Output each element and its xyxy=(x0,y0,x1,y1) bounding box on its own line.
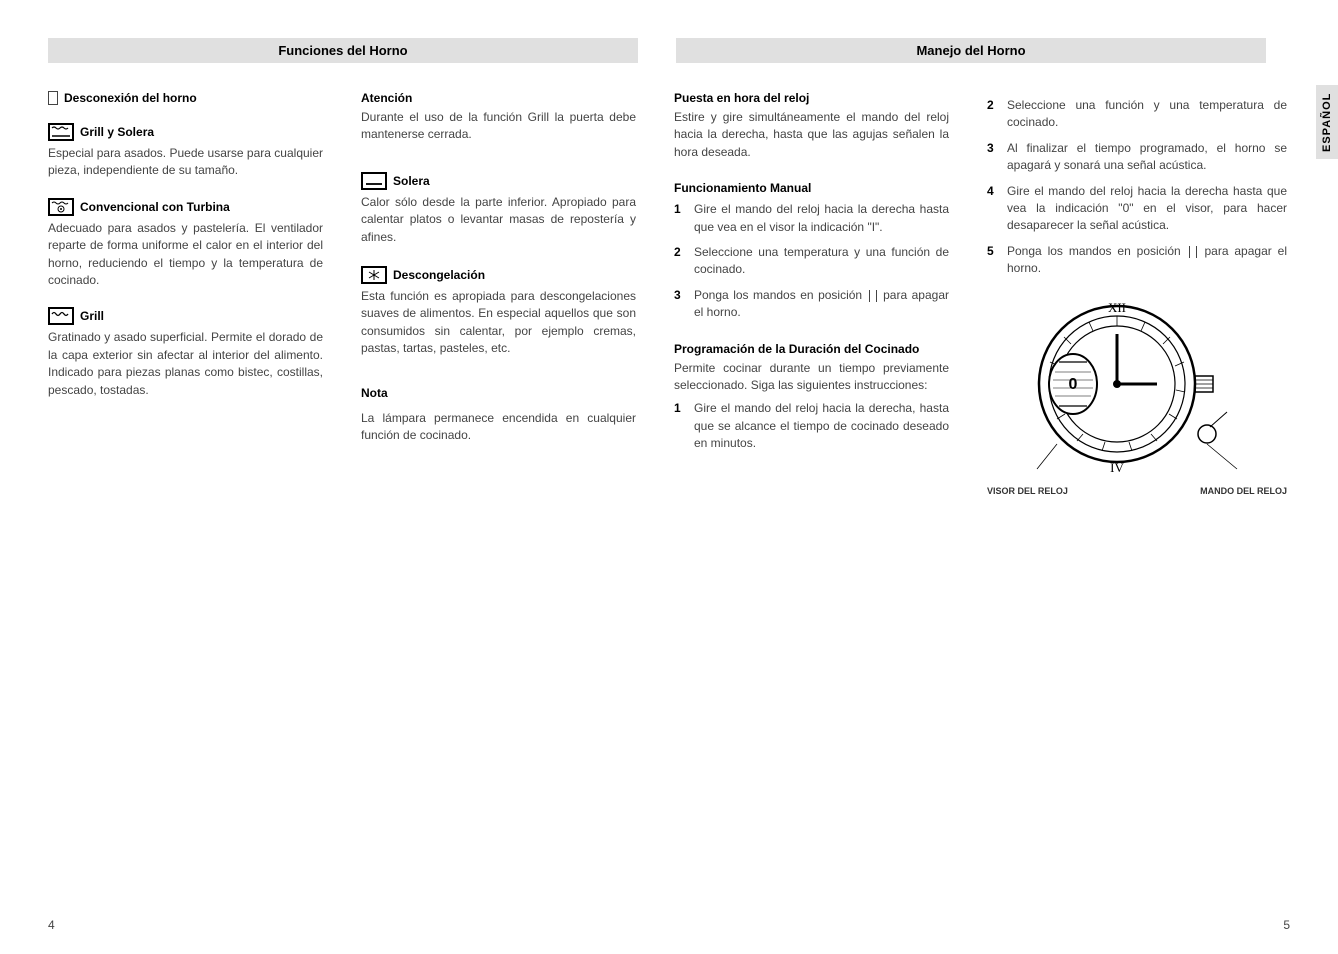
func-grill-body: Gratinado y asado superficial. Permite e… xyxy=(48,329,323,399)
func-descong-body: Esta función es apropiada para descongel… xyxy=(361,288,636,358)
section-header-functions: Funciones del Horno xyxy=(48,38,638,63)
func-conv-turbina-body: Adecuado para asados y pastelería. El ve… xyxy=(48,220,323,290)
nota-title: Nota xyxy=(361,386,636,400)
manual-step-3: Ponga los mandos en posición para apagar… xyxy=(674,287,949,322)
clock-figure: XII IV 0 xyxy=(987,294,1287,496)
clock-label-mando: MANDO DEL RELOJ xyxy=(1200,486,1287,496)
func-grill-solera-body: Especial para asados. Puede usarse para … xyxy=(48,145,323,180)
func-solera-title: Solera xyxy=(393,174,430,188)
func-grill-title: Grill xyxy=(80,309,104,323)
func-descong: Descongelación Esta función es apropiada… xyxy=(361,266,636,358)
prog-step-4: Gire el mando del reloj hacia la derecha… xyxy=(987,183,1287,235)
grill-solera-icon xyxy=(48,123,74,141)
snowflake-icon xyxy=(361,266,387,284)
func-grill-solera: Grill y Solera Especial para asados. Pue… xyxy=(48,123,323,180)
solera-icon xyxy=(361,172,387,190)
manual-title: Funcionamiento Manual xyxy=(674,181,949,195)
off-symbol-icon xyxy=(869,290,877,302)
atencion-block: Atención Durante el uso de la función Gr… xyxy=(361,91,636,144)
page-number-right: 5 xyxy=(1283,918,1290,932)
manual-step-1: Gire el mando del reloj hacia la derecha… xyxy=(674,201,949,236)
prog-step-2: Seleccione una función y una temperatura… xyxy=(987,97,1287,132)
fan-icon xyxy=(48,198,74,216)
prog-body: Permite cocinar durante un tiempo previa… xyxy=(674,360,949,395)
svg-text:XII: XII xyxy=(1108,300,1126,315)
prog-steps-cont: Seleccione una función y una temperatura… xyxy=(987,97,1287,278)
prog-block: Programación de la Duración del Cocinado… xyxy=(674,342,949,453)
off-symbol-icon xyxy=(1189,246,1197,258)
manual-step-2: Seleccione una temperatura y una función… xyxy=(674,244,949,279)
prog-step-3: Al finalizar el tiempo programado, el ho… xyxy=(987,140,1287,175)
func-descong-title: Descongelación xyxy=(393,268,485,282)
prog-steps: Gire el mando del reloj hacia la derecha… xyxy=(674,400,949,452)
puesta-body: Estire y gire simultáneamente el mando d… xyxy=(674,109,949,161)
puesta-block: Puesta en hora del reloj Estire y gire s… xyxy=(674,91,949,161)
func-solera: Solera Calor sólo desde la parte inferio… xyxy=(361,172,636,246)
manual-block: Funcionamiento Manual Gire el mando del … xyxy=(674,181,949,321)
atencion-title: Atención xyxy=(361,91,636,105)
func-solera-body: Calor sólo desde la parte inferior. Apro… xyxy=(361,194,636,246)
nota-block: Nota La lámpara permanece encendida en c… xyxy=(361,386,636,445)
nota-body: La lámpara permanece encendida en cualqu… xyxy=(361,410,636,445)
section-header-operation: Manejo del Horno xyxy=(676,38,1266,63)
manual-steps: Gire el mando del reloj hacia la derecha… xyxy=(674,201,949,321)
off-icon xyxy=(48,91,58,105)
func-conv-turbina: Convencional con Turbina Adecuado para a… xyxy=(48,198,323,290)
func-conv-turbina-title: Convencional con Turbina xyxy=(80,200,230,214)
atencion-body: Durante el uso de la función Grill la pu… xyxy=(361,109,636,144)
func-grill-solera-title: Grill y Solera xyxy=(80,125,154,139)
func-off: Desconexión del horno xyxy=(48,91,323,105)
svg-text:IV: IV xyxy=(1110,460,1124,475)
language-tab: ESPAÑOL xyxy=(1316,85,1338,159)
clock-label-visor: VISOR DEL RELOJ xyxy=(987,486,1068,496)
svg-text:0: 0 xyxy=(1069,376,1078,393)
page-number-left: 4 xyxy=(48,918,55,932)
puesta-title: Puesta en hora del reloj xyxy=(674,91,949,105)
func-off-title: Desconexión del horno xyxy=(64,91,197,105)
prog-title: Programación de la Duración del Cocinado xyxy=(674,342,949,356)
prog-step-5: Ponga los mandos en posición para apagar… xyxy=(987,243,1287,278)
grill-icon xyxy=(48,307,74,325)
prog-step-1: Gire el mando del reloj hacia la derecha… xyxy=(674,400,949,452)
func-grill: Grill Gratinado y asado superficial. Per… xyxy=(48,307,323,399)
